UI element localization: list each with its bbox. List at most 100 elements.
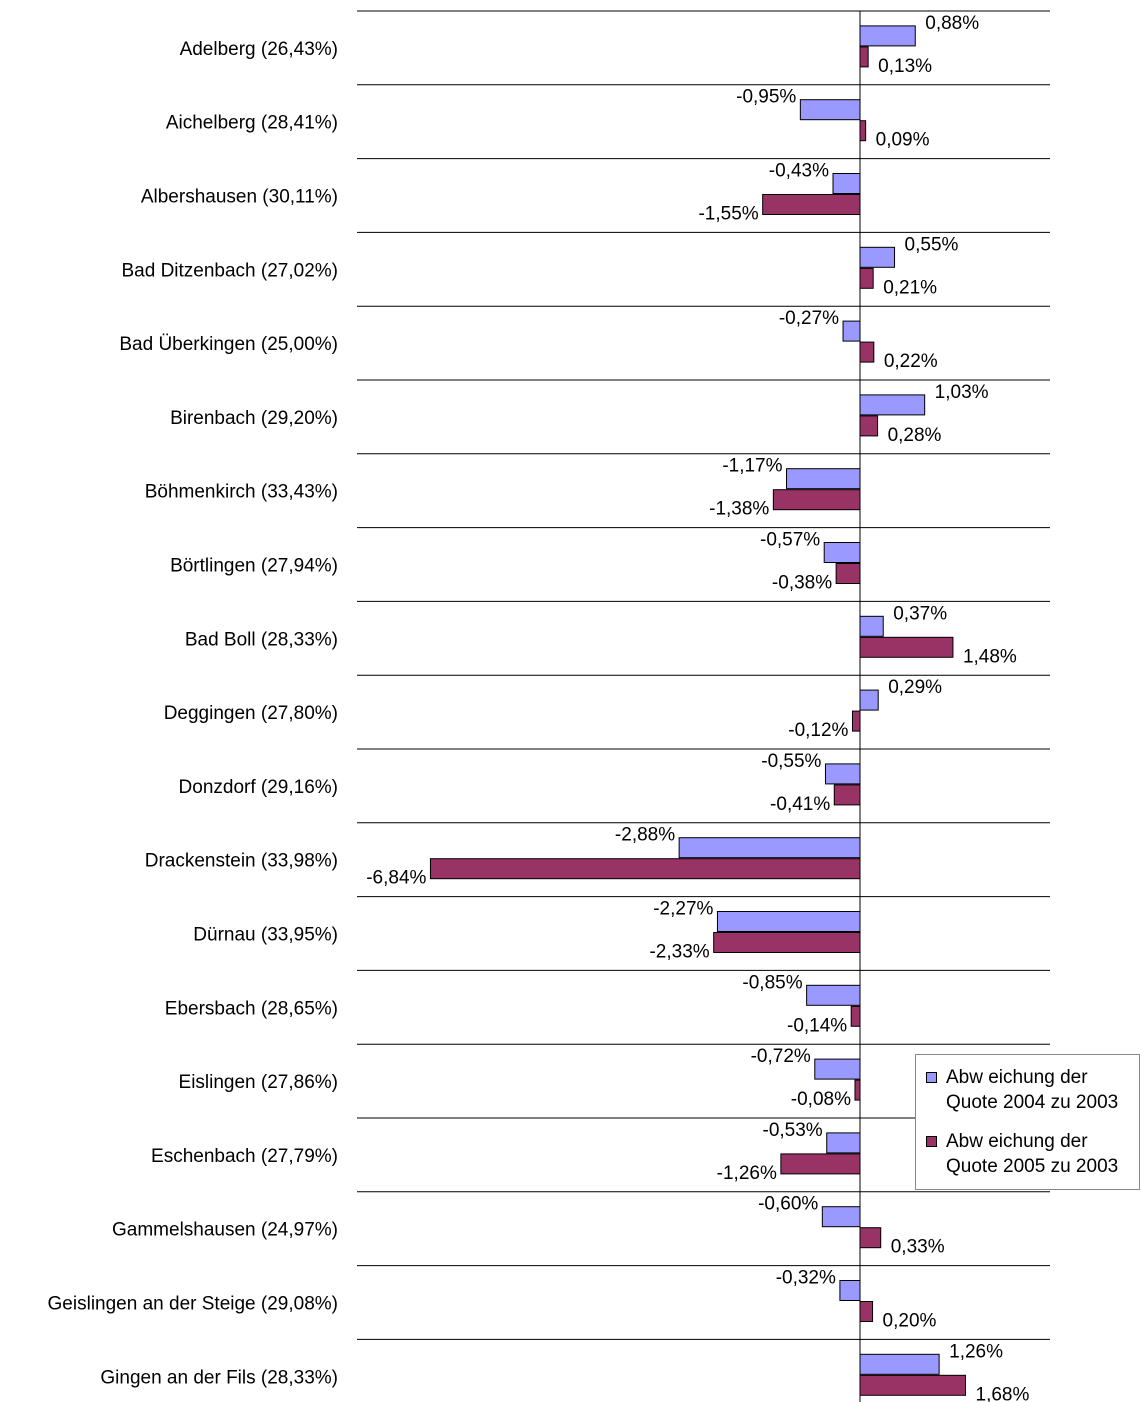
bar-2004 bbox=[823, 542, 861, 563]
bar-2004 bbox=[859, 689, 879, 711]
bar-2004 bbox=[678, 837, 861, 859]
data-label-2004: -0,57% bbox=[760, 530, 820, 551]
bar-2004 bbox=[859, 394, 926, 416]
bar-2004 bbox=[806, 984, 861, 1006]
category-label: Bad Ditzenbach (27,02%) bbox=[121, 260, 338, 281]
data-label-2004: 0,88% bbox=[925, 13, 979, 34]
category-label: Gingen an der Fils (28,33%) bbox=[100, 1367, 338, 1388]
data-label-2004: -0,53% bbox=[763, 1120, 823, 1141]
category-label: Böhmenkirch (33,43%) bbox=[145, 482, 338, 503]
bar-2005 bbox=[833, 784, 861, 806]
data-label-2005: 0,13% bbox=[878, 56, 932, 77]
bar-2005 bbox=[859, 415, 879, 437]
category-label: Eschenbach (27,79%) bbox=[151, 1146, 338, 1167]
bar-2004 bbox=[859, 246, 896, 268]
legend-item-2004: Abw eichung der Quote 2004 zu 2003 bbox=[926, 1065, 1118, 1115]
bar-2005 bbox=[762, 194, 861, 215]
bar-2005 bbox=[859, 120, 867, 142]
category-label: Aichelberg (28,41%) bbox=[166, 113, 338, 134]
bar-2005 bbox=[859, 341, 875, 363]
legend-item-2005: Abw eichung der Quote 2005 zu 2003 bbox=[926, 1129, 1118, 1179]
data-label-2005: 0,33% bbox=[891, 1237, 945, 1258]
data-label-2005: -1,55% bbox=[698, 204, 758, 225]
bar-2004 bbox=[859, 25, 916, 47]
data-label-2005: 1,48% bbox=[963, 646, 1017, 667]
data-label-2004: -0,95% bbox=[736, 87, 796, 108]
category-label: Birenbach (29,20%) bbox=[170, 408, 338, 429]
data-label-2004: 0,37% bbox=[893, 603, 947, 624]
data-label-2004: -0,55% bbox=[761, 751, 821, 772]
bar-2005 bbox=[854, 1079, 861, 1101]
bar-2005 bbox=[859, 1227, 882, 1249]
data-label-2004: -0,85% bbox=[742, 972, 802, 993]
data-label-2005: -0,14% bbox=[787, 1015, 847, 1036]
data-label-2004: -0,72% bbox=[751, 1046, 811, 1067]
data-label-2004: -2,27% bbox=[653, 899, 713, 920]
data-label-2004: -0,60% bbox=[758, 1194, 818, 1215]
category-label: Bad Boll (28,33%) bbox=[185, 629, 338, 650]
data-label-2004: -2,88% bbox=[615, 825, 675, 846]
bar-2005 bbox=[835, 563, 861, 584]
bar-2005 bbox=[859, 46, 869, 68]
data-label-2005: 1,68% bbox=[976, 1384, 1030, 1402]
bar-2005 bbox=[859, 636, 954, 658]
data-label-2005: -0,12% bbox=[788, 720, 848, 741]
data-label-2004: -0,32% bbox=[776, 1268, 836, 1289]
data-label-2005: 0,22% bbox=[884, 351, 938, 372]
bar-2005 bbox=[851, 710, 861, 732]
data-label-2004: -0,27% bbox=[779, 308, 839, 329]
category-label: Eislingen (27,86%) bbox=[179, 1072, 338, 1093]
bar-2005 bbox=[713, 932, 861, 953]
bar-2005 bbox=[859, 1301, 874, 1322]
bar-2004 bbox=[716, 911, 861, 932]
category-label: Donzdorf (29,16%) bbox=[179, 777, 338, 798]
bar-2005 bbox=[850, 1005, 861, 1027]
category-label: Bad Überkingen (25,00%) bbox=[119, 334, 338, 355]
bar-2005 bbox=[772, 489, 861, 511]
bar-2005 bbox=[429, 858, 861, 880]
bar-2004 bbox=[859, 615, 884, 637]
category-label: Börtlingen (27,94%) bbox=[170, 556, 338, 577]
legend-swatch-2005 bbox=[926, 1136, 937, 1147]
chart-legend: Abw eichung der Quote 2004 zu 2003 Abw e… bbox=[915, 1054, 1140, 1190]
data-label-2004: 0,29% bbox=[888, 677, 942, 698]
data-label-2004: -0,43% bbox=[769, 161, 829, 182]
bar-2004 bbox=[824, 763, 861, 785]
data-label-2005: 0,28% bbox=[888, 425, 942, 446]
data-label-2005: -6,84% bbox=[366, 868, 426, 889]
bar-2004 bbox=[839, 1280, 861, 1301]
data-label-2005: 0,21% bbox=[883, 277, 937, 298]
legend-swatch-2004 bbox=[926, 1072, 937, 1083]
bar-2004 bbox=[842, 320, 861, 342]
data-label-2004: 1,03% bbox=[935, 382, 989, 403]
bar-2005 bbox=[859, 1374, 967, 1396]
legend-label-2005: Abw eichung der Quote 2005 zu 2003 bbox=[946, 1131, 1119, 1177]
category-label: Dürnau (33,95%) bbox=[193, 925, 338, 946]
category-label: Ebersbach (28,65%) bbox=[165, 998, 338, 1019]
category-label: Albershausen (30,11%) bbox=[141, 187, 338, 208]
category-label: Adelberg (26,43%) bbox=[180, 39, 338, 60]
data-label-2005: 0,20% bbox=[883, 1311, 937, 1332]
category-label: Gammelshausen (24,97%) bbox=[112, 1220, 338, 1241]
bar-2004 bbox=[832, 173, 861, 194]
data-label-2005: -0,38% bbox=[772, 573, 832, 594]
data-label-2005: -2,33% bbox=[649, 942, 709, 963]
data-label-2005: -0,41% bbox=[770, 794, 830, 815]
bar-2004 bbox=[786, 468, 861, 490]
category-label: Drackenstein (33,98%) bbox=[145, 851, 338, 872]
bar-2004 bbox=[799, 99, 861, 121]
data-label-2005: -1,26% bbox=[717, 1163, 777, 1184]
bar-2005 bbox=[859, 267, 874, 289]
legend-label-2004: Abw eichung der Quote 2004 zu 2003 bbox=[946, 1067, 1119, 1113]
bar-2004 bbox=[814, 1058, 861, 1080]
data-label-2004: 0,55% bbox=[905, 234, 959, 255]
bar-2004 bbox=[859, 1353, 940, 1375]
bar-2004 bbox=[821, 1206, 861, 1228]
data-label-2005: 0,09% bbox=[876, 130, 930, 151]
data-label-2005: -0,08% bbox=[791, 1089, 851, 1110]
category-label: Deggingen (27,80%) bbox=[164, 703, 338, 724]
data-label-2004: 1,26% bbox=[949, 1341, 1003, 1362]
category-label: Geislingen an der Steige (29,08%) bbox=[48, 1294, 338, 1315]
data-label-2005: -1,38% bbox=[709, 499, 769, 520]
